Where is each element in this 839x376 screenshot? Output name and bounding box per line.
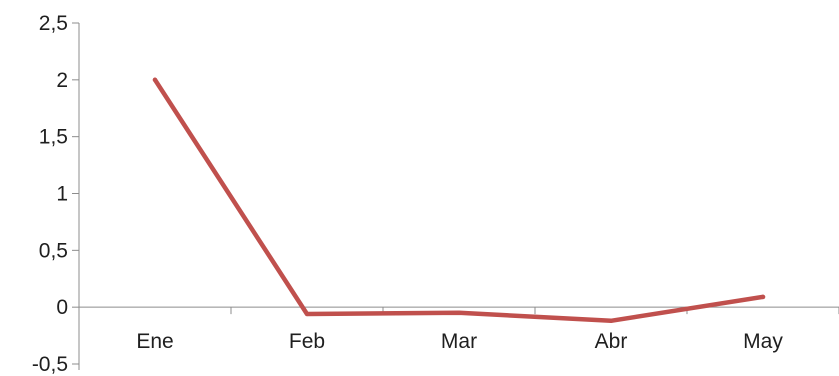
data-point [608, 318, 614, 324]
x-tick-label: Abr [595, 330, 628, 353]
x-tick-label: Mar [441, 330, 477, 353]
y-tick-label: -0,5 [32, 353, 68, 376]
y-tick-label: 0 [56, 296, 68, 319]
data-point [456, 310, 462, 316]
x-tick-label: May [743, 330, 783, 353]
data-point [152, 77, 158, 83]
x-axis: Ene Feb Mar Abr May [79, 306, 839, 353]
y-tick-label: 2,5 [39, 12, 68, 35]
y-tick-label: 0,5 [39, 239, 68, 262]
y-tick-label: 2 [56, 69, 68, 92]
series-layer [152, 77, 766, 324]
data-point [304, 311, 310, 317]
data-point [760, 294, 766, 300]
series-line [152, 77, 766, 324]
x-tick-label: Ene [136, 330, 173, 353]
y-axis: -0,5 0 0,5 1 1,5 2 2,5 [32, 12, 80, 376]
y-tick-label: 1,5 [39, 126, 68, 149]
x-tick-label: Feb [289, 330, 325, 353]
y-tick-label: 1 [56, 183, 68, 206]
